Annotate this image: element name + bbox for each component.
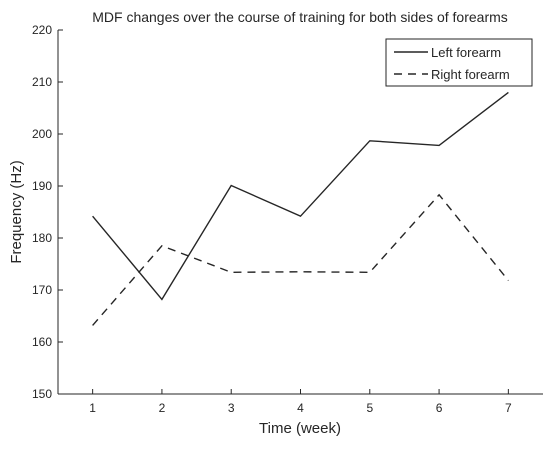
y-ticks: 150 160 170 180 190 200 210 220: [32, 23, 63, 401]
x-tick-label: 1: [89, 401, 96, 415]
legend-label-right-forearm: Right forearm: [431, 67, 510, 82]
chart-title: MDF changes over the course of training …: [92, 9, 508, 25]
x-tick-label: 4: [297, 401, 304, 415]
series-line-left-forearm: [92, 91, 509, 301]
y-tick-label: 170: [32, 283, 52, 297]
y-tick-label: 180: [32, 231, 52, 245]
series-layer: [92, 91, 509, 326]
x-tick-label: 6: [436, 401, 443, 415]
x-tick-label: 7: [505, 401, 512, 415]
y-tick-label: 160: [32, 335, 52, 349]
y-tick-label: 190: [32, 179, 52, 193]
x-axis-label: Time (week): [259, 420, 341, 437]
x-tick-label: 3: [228, 401, 235, 415]
y-tick-label: 210: [32, 75, 52, 89]
x-tick-label: 5: [366, 401, 373, 415]
series-line-right-forearm: [92, 193, 509, 326]
chart-legend: Left forearm Right forearm: [385, 38, 533, 87]
y-tick-label: 220: [32, 23, 52, 37]
y-tick-label: 200: [32, 127, 52, 141]
y-axis-label: Frequency (Hz): [8, 160, 25, 263]
legend-label-left-forearm: Left forearm: [431, 45, 501, 60]
legend-box: [385, 38, 533, 87]
x-ticks: 1 2 3 4 5 6 7: [89, 389, 512, 415]
x-tick-label: 2: [159, 401, 166, 415]
y-tick-label: 150: [32, 387, 52, 401]
